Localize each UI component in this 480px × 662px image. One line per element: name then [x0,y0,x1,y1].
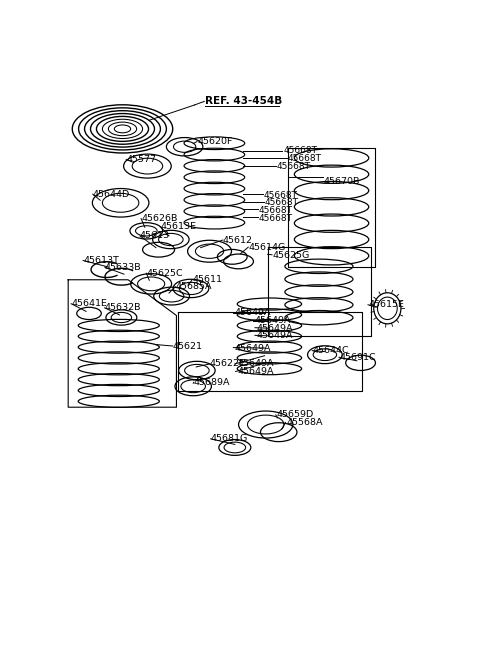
Text: 45577: 45577 [126,155,156,164]
Text: 45649A: 45649A [237,367,274,376]
Text: 45621: 45621 [173,342,203,351]
Text: 45568A: 45568A [286,418,323,427]
Text: 45614G: 45614G [249,243,286,252]
Text: 45681G: 45681G [211,434,248,444]
Text: 45615E: 45615E [368,301,404,309]
Text: 45625G: 45625G [273,251,310,260]
Text: 45685A: 45685A [175,283,212,291]
Text: 45668T: 45668T [276,162,311,171]
Text: 45649A: 45649A [256,324,293,333]
Text: 45632B: 45632B [105,303,141,312]
Text: REF. 43-454B: REF. 43-454B [205,97,282,107]
Text: 45668T: 45668T [283,146,317,156]
Text: 45613: 45613 [140,232,170,240]
Text: 45668T: 45668T [259,206,293,215]
Text: 45659D: 45659D [276,410,314,419]
Text: 45620F: 45620F [198,137,233,146]
Text: 45649A: 45649A [254,316,291,325]
Text: 45626B: 45626B [141,214,178,223]
Text: 45668T: 45668T [258,214,292,223]
Text: 45649A: 45649A [235,344,271,353]
Text: 45670B: 45670B [324,177,360,186]
Text: 45691C: 45691C [339,353,376,361]
Text: 45611: 45611 [192,275,222,284]
Text: 45668T: 45668T [264,199,299,207]
Text: 45625C: 45625C [146,269,183,277]
Text: 45622E: 45622E [210,359,246,368]
Text: 45641E: 45641E [71,299,107,308]
Text: 45612: 45612 [223,236,253,244]
Text: 45649A: 45649A [237,359,274,368]
Text: 45613T: 45613T [83,256,119,265]
Text: 45644D: 45644D [93,189,130,199]
Text: 45644C: 45644C [312,346,349,355]
Text: 45613E: 45613E [160,222,196,231]
Text: 45633B: 45633B [105,263,141,271]
Text: 45668T: 45668T [288,154,322,163]
Text: 45689A: 45689A [194,378,230,387]
Text: 45649A: 45649A [256,332,293,340]
Text: 45668T: 45668T [264,191,298,200]
Text: 45649A: 45649A [235,308,271,317]
